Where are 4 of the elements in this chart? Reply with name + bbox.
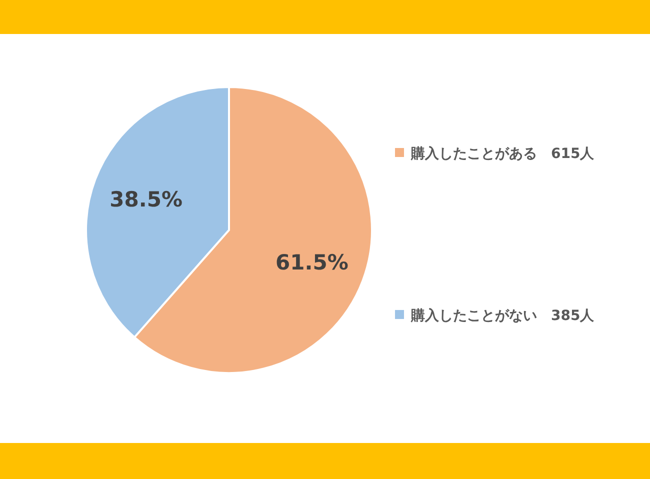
legend-label: 購入したことがない 385人 [410, 308, 596, 324]
legend-label: 購入したことがある 615人 [410, 146, 596, 162]
data-label: 38.5% [110, 188, 182, 212]
data-label: 61.5% [276, 250, 348, 274]
